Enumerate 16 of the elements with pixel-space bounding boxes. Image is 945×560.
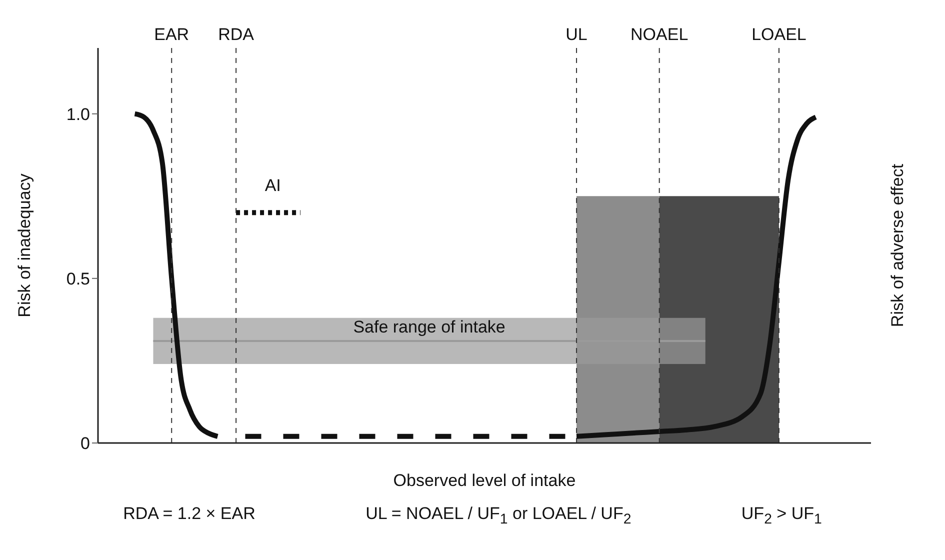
x-tick-label: NOAEL [630,25,688,44]
series-label: AI [264,176,281,196]
x-tick-label: EAR [154,25,190,44]
x-tick-label: RDA [218,25,255,44]
x-tick-label: UL [566,25,588,44]
y-tick-label: 0.5 [66,269,90,288]
y-axis-title: Risk of inadequacy [15,173,34,318]
text: UL = NOAEL / UF$_{1}$ or LOAEL / UF$_{2}$ [366,504,632,528]
text: UF$_{2}$ > UF$_{1}$ [741,504,822,528]
y2-axis-title: Risk of adverse effect [888,164,908,328]
y-tick-label: 0 [80,434,90,454]
text: RDA = 1.2 × EAR [123,504,256,525]
y-tick-label: 1.0 [66,104,90,124]
x-axis-title: Observed level of intake [393,471,576,490]
series-label: Safe range of intake [353,317,506,336]
x-tick-label: LOAEL [752,25,806,44]
